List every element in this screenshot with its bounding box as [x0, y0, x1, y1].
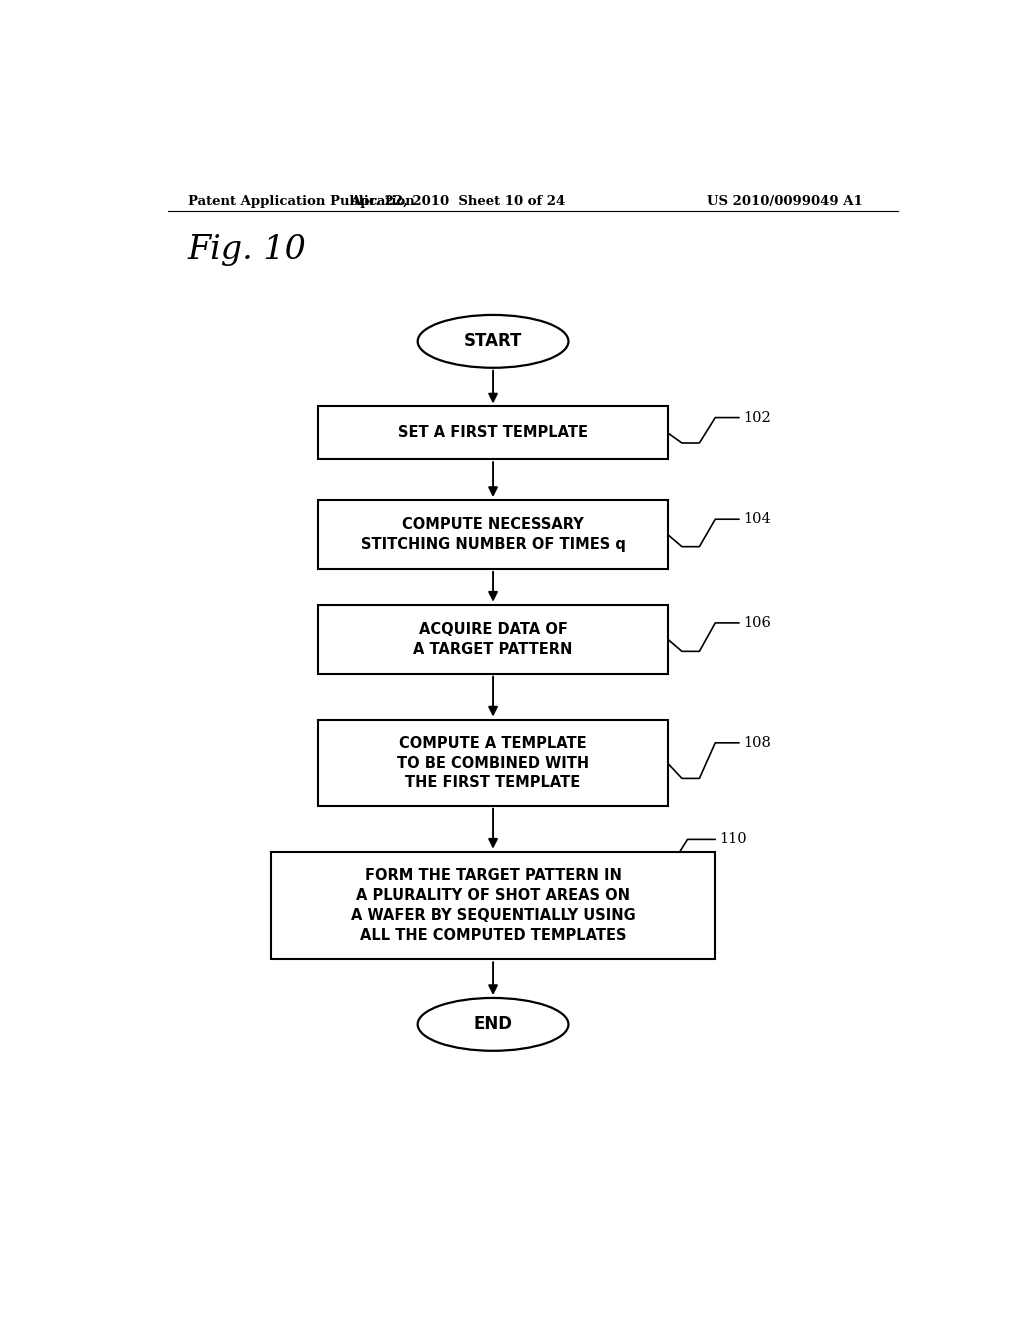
Text: COMPUTE A TEMPLATE
TO BE COMBINED WITH
THE FIRST TEMPLATE: COMPUTE A TEMPLATE TO BE COMBINED WITH T… [397, 735, 589, 791]
Text: Apr. 22, 2010  Sheet 10 of 24: Apr. 22, 2010 Sheet 10 of 24 [350, 194, 565, 207]
FancyBboxPatch shape [318, 407, 668, 459]
Text: 102: 102 [743, 411, 771, 425]
Text: Patent Application Publication: Patent Application Publication [187, 194, 415, 207]
Text: START: START [464, 333, 522, 350]
Text: Fig. 10: Fig. 10 [187, 234, 306, 265]
Ellipse shape [418, 998, 568, 1051]
Text: 110: 110 [719, 833, 746, 846]
FancyBboxPatch shape [318, 500, 668, 569]
Text: END: END [473, 1015, 513, 1034]
Text: COMPUTE NECESSARY
STITCHING NUMBER OF TIMES q: COMPUTE NECESSARY STITCHING NUMBER OF TI… [360, 517, 626, 552]
Ellipse shape [418, 315, 568, 368]
Text: US 2010/0099049 A1: US 2010/0099049 A1 [708, 194, 863, 207]
Text: 106: 106 [743, 616, 771, 630]
Text: FORM THE TARGET PATTERN IN
A PLURALITY OF SHOT AREAS ON
A WAFER BY SEQUENTIALLY : FORM THE TARGET PATTERN IN A PLURALITY O… [350, 869, 636, 942]
Text: 104: 104 [743, 512, 771, 527]
Text: 108: 108 [743, 735, 771, 750]
Text: SET A FIRST TEMPLATE: SET A FIRST TEMPLATE [398, 425, 588, 441]
FancyBboxPatch shape [318, 719, 668, 807]
FancyBboxPatch shape [318, 605, 668, 673]
FancyBboxPatch shape [270, 853, 715, 958]
Text: ACQUIRE DATA OF
A TARGET PATTERN: ACQUIRE DATA OF A TARGET PATTERN [414, 622, 572, 656]
